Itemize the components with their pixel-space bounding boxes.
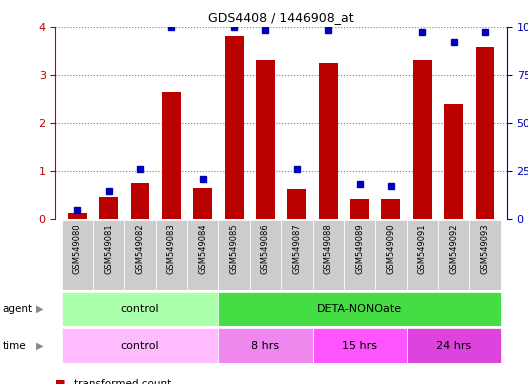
FancyBboxPatch shape	[250, 220, 281, 290]
Text: GSM549092: GSM549092	[449, 223, 458, 274]
Text: GSM549091: GSM549091	[418, 223, 427, 274]
Text: 15 hrs: 15 hrs	[342, 341, 377, 351]
Bar	[313, 328, 407, 363]
FancyBboxPatch shape	[125, 220, 156, 290]
Text: GSM549084: GSM549084	[199, 223, 208, 274]
Text: GSM549083: GSM549083	[167, 223, 176, 274]
Text: GDS4408 / 1446908_at: GDS4408 / 1446908_at	[209, 12, 354, 25]
Bar	[407, 328, 501, 363]
Text: agent: agent	[3, 304, 33, 314]
Text: GSM549093: GSM549093	[480, 223, 489, 274]
Bar	[413, 61, 432, 219]
Text: 24 hrs: 24 hrs	[436, 341, 471, 351]
Bar	[287, 189, 306, 219]
FancyBboxPatch shape	[469, 220, 501, 290]
Text: GSM549085: GSM549085	[230, 223, 239, 274]
Text: ■: ■	[55, 379, 66, 384]
Bar	[193, 188, 212, 219]
Text: ▶: ▶	[36, 341, 43, 351]
Text: DETA-NONOate: DETA-NONOate	[317, 304, 402, 314]
Text: GSM549090: GSM549090	[386, 223, 395, 274]
Bar	[444, 104, 463, 219]
Text: transformed count: transformed count	[74, 379, 171, 384]
FancyBboxPatch shape	[313, 220, 344, 290]
Text: GSM549089: GSM549089	[355, 223, 364, 274]
FancyBboxPatch shape	[438, 220, 469, 290]
Text: GSM549087: GSM549087	[293, 223, 301, 274]
FancyBboxPatch shape	[93, 220, 125, 290]
Bar	[219, 292, 501, 326]
Text: GSM549086: GSM549086	[261, 223, 270, 274]
Bar	[476, 47, 494, 219]
Text: GSM549088: GSM549088	[324, 223, 333, 274]
Text: ▶: ▶	[36, 304, 43, 314]
Bar	[256, 61, 275, 219]
FancyBboxPatch shape	[375, 220, 407, 290]
FancyBboxPatch shape	[281, 220, 313, 290]
Text: 8 hrs: 8 hrs	[251, 341, 279, 351]
Text: GSM549080: GSM549080	[73, 223, 82, 274]
Text: control: control	[121, 341, 159, 351]
Bar	[131, 183, 149, 219]
Bar	[99, 197, 118, 219]
Bar	[68, 213, 87, 219]
FancyBboxPatch shape	[62, 220, 93, 290]
FancyBboxPatch shape	[187, 220, 219, 290]
Bar	[381, 199, 400, 219]
Bar	[319, 63, 337, 219]
Bar	[62, 292, 219, 326]
FancyBboxPatch shape	[407, 220, 438, 290]
Bar	[162, 92, 181, 219]
Text: GSM549082: GSM549082	[136, 223, 145, 274]
FancyBboxPatch shape	[219, 220, 250, 290]
FancyBboxPatch shape	[344, 220, 375, 290]
Bar	[62, 328, 219, 363]
Bar	[225, 36, 243, 219]
Text: control: control	[121, 304, 159, 314]
FancyBboxPatch shape	[156, 220, 187, 290]
Text: time: time	[3, 341, 26, 351]
Text: GSM549081: GSM549081	[104, 223, 113, 274]
Bar	[350, 199, 369, 219]
Bar	[219, 328, 313, 363]
